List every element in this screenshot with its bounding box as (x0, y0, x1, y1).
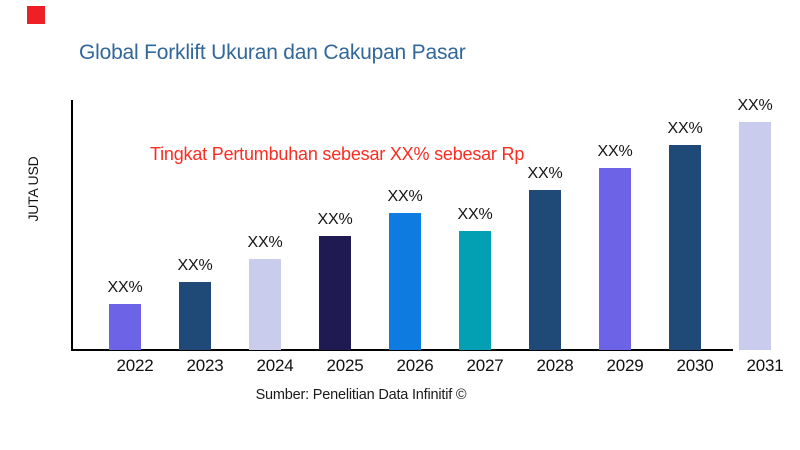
x-tick-label-2029: 2029 (606, 356, 644, 375)
bar-2029 (599, 168, 631, 350)
bar-value-label: XX% (737, 97, 773, 114)
chart-title: Global Forklift Ukuran dan Cakupan Pasar (79, 41, 466, 64)
bar-2026 (389, 213, 421, 350)
bar-2022 (109, 304, 141, 350)
x-tick-label-2030: 2030 (676, 356, 714, 375)
bar-value-label: XX% (107, 279, 143, 296)
bar-2023 (179, 282, 211, 350)
bar-value-label: XX% (387, 188, 423, 205)
bar-value-label: XX% (247, 234, 283, 251)
bar-value-label: XX% (177, 257, 213, 274)
x-tick-label-2028: 2028 (536, 356, 574, 375)
bar-value-label: XX% (527, 165, 563, 182)
bar-value-label: XX% (597, 143, 633, 160)
bar-value-label: XX% (667, 120, 703, 137)
y-axis-label: JUTA USD (25, 156, 41, 222)
bar-2024 (249, 259, 281, 350)
growth-annotation: Tingkat Pertumbuhan sebesar XX% sebesar … (150, 144, 525, 164)
x-tick-label-2024: 2024 (256, 356, 294, 375)
x-tick-label-2025: 2025 (326, 356, 364, 375)
x-tick-label-2027: 2027 (466, 356, 504, 375)
y-axis-line (71, 100, 73, 351)
bar-2027 (459, 231, 491, 350)
source-note: Sumber: Penelitian Data Infinitif © (255, 387, 467, 403)
bar-value-label: XX% (317, 211, 353, 228)
x-tick-label-2023: 2023 (186, 356, 224, 375)
bar-2028 (529, 190, 561, 350)
red-square-logo (27, 6, 45, 24)
x-axis-line (71, 349, 733, 351)
bar-2030 (669, 145, 701, 350)
x-tick-label-2022: 2022 (116, 356, 154, 375)
bar-2025 (319, 236, 351, 350)
x-tick-label-2026: 2026 (396, 356, 434, 375)
x-tick-label-2031: 2031 (746, 356, 784, 375)
bar-value-label: XX% (457, 206, 493, 223)
bar-2031 (739, 122, 771, 350)
